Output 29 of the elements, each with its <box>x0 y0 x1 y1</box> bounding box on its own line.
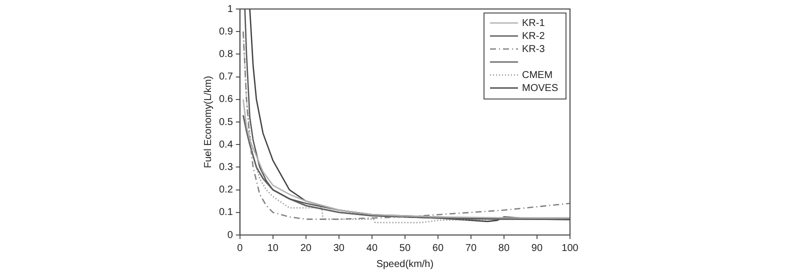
y-tick-label: 0.4 <box>218 139 234 150</box>
x-tick-label: 50 <box>399 242 411 254</box>
y-tick-label: 0.8 <box>218 48 234 60</box>
x-tick-label: 70 <box>465 242 477 254</box>
y-tick-label: 0.5 <box>218 116 234 128</box>
y-tick-label: 1 <box>227 4 234 15</box>
x-tick-label: 30 <box>333 242 345 254</box>
x-tick-label: 10 <box>267 242 279 254</box>
y-tick-label: 0.1 <box>218 207 234 218</box>
x-tick-label: 60 <box>432 242 444 254</box>
x-tick-label: 20 <box>300 242 312 254</box>
y-axis-title: Fuel Economy(L/km) <box>202 76 214 168</box>
x-axis-title: Speed(km/h) <box>376 258 434 270</box>
y-tick-label: 0.2 <box>218 184 234 196</box>
y-tick-label: 0.9 <box>218 26 234 38</box>
y-tick-label: 0.3 <box>218 162 234 173</box>
x-tick-label: 90 <box>531 242 543 254</box>
x-tick-label: 100 <box>562 242 579 254</box>
x-tick-label: 40 <box>366 242 378 254</box>
legend-label: KR-1 <box>522 18 546 29</box>
x-tick-label: 80 <box>498 242 510 254</box>
legend-label: CMEM <box>522 70 553 81</box>
legend-label: MOVES <box>522 82 558 94</box>
y-tick-label: 0.7 <box>218 72 234 83</box>
y-tick-label: 0.6 <box>218 94 234 106</box>
y-tick-label: 0 <box>227 230 234 241</box>
x-tick-label: 0 <box>237 242 244 254</box>
legend-label: KR-2 <box>522 30 546 42</box>
legend-label: KR-3 <box>522 44 546 55</box>
